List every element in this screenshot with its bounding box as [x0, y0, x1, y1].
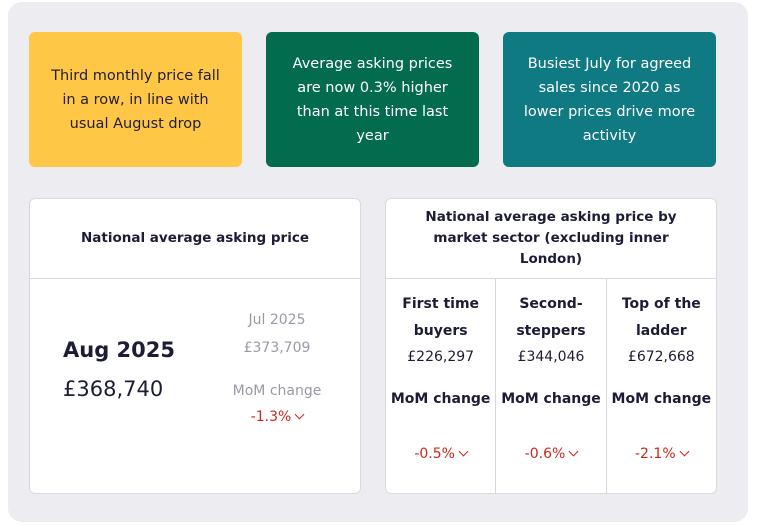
sector-first-time-buyers: First time buyers £226,297 MoM change -0… — [386, 279, 497, 493]
sector-mom-label: MoM change — [390, 391, 491, 407]
sector-price-card: National average asking price by market … — [385, 198, 717, 494]
sector-name: Top of the ladder — [621, 296, 701, 339]
sector-price: £226,297 — [407, 349, 475, 365]
mom-label: MoM change — [232, 383, 322, 399]
sector-second-steppers: Second-steppers £344,046 MoM change -0.6… — [496, 279, 607, 493]
sector-mom-change: -0.6% — [496, 442, 605, 466]
national-price-card: National average asking price Aug 2025 £… — [29, 198, 361, 494]
sector-mom-value: -2.1% — [635, 446, 676, 462]
sector-price: £344,046 — [517, 349, 585, 365]
sector-mom-label: MoM change — [501, 391, 601, 407]
sector-name: First time buyers — [402, 296, 480, 339]
chevron-down-icon — [679, 446, 690, 457]
sector-mom-value: -0.6% — [524, 446, 566, 462]
chevron-down-icon — [294, 409, 305, 420]
sector-mom-value: -0.5% — [414, 446, 455, 462]
chevron-down-icon — [458, 446, 469, 457]
previous-price: £373,709 — [243, 340, 311, 356]
previous-month: Jul 2025 — [248, 312, 306, 328]
current-price: £368,740 — [63, 377, 164, 401]
sector-price: £672,668 — [627, 349, 695, 365]
sector-mom-label: MoM change — [611, 391, 712, 407]
sector-mom-change: -2.1% — [607, 442, 716, 466]
chevron-down-icon — [568, 446, 579, 457]
highlight-price-fall: Third monthly price fall in a row, in li… — [29, 32, 242, 167]
highlight-agreed-sales: Busiest July for agreed sales since 2020… — [503, 32, 716, 167]
sector-mom-change: -0.5% — [386, 442, 495, 466]
current-month: Aug 2025 — [63, 338, 175, 362]
highlight-annual-change: Average asking prices are now 0.3% highe… — [266, 32, 479, 167]
highlight-text: Busiest July for agreed sales since 2020… — [523, 55, 696, 144]
mom-change: -1.3% — [226, 409, 328, 425]
highlight-text: Average asking prices are now 0.3% highe… — [292, 55, 453, 144]
mom-change-value: -1.3% — [250, 409, 292, 425]
sector-name: Second-steppers — [516, 296, 586, 339]
highlight-text: Third monthly price fall in a row, in li… — [51, 67, 220, 132]
sector-grid: First time buyers £226,297 MoM change -0… — [386, 279, 716, 493]
national-price-title: National average asking price — [30, 199, 360, 279]
sector-price-title: National average asking price by market … — [386, 199, 716, 279]
sector-top-of-the-ladder: Top of the ladder £672,668 MoM change -2… — [607, 279, 716, 493]
